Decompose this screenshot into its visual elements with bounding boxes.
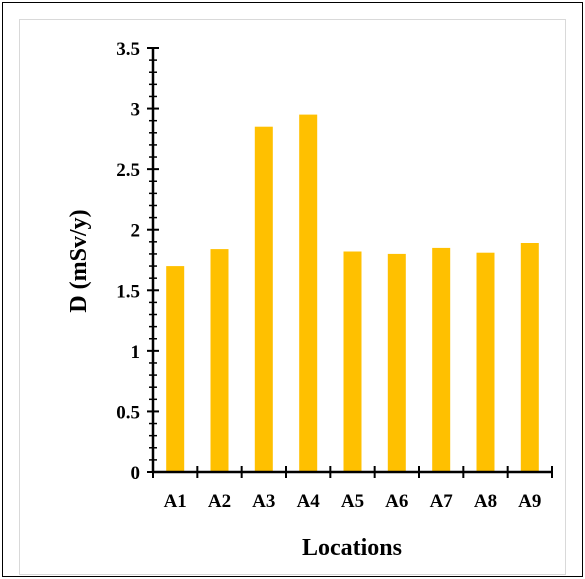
y-tick-label-0.5: 0.5	[116, 402, 140, 423]
y-tick-label-3.5: 3.5	[116, 39, 140, 60]
bar-a9	[520, 243, 539, 472]
x-tick-label-a8: A8	[474, 491, 497, 512]
y-tick-label-1.5: 1.5	[116, 281, 140, 302]
labels-layer: 0 0.5 1 1.5 2 2.5 3 3.5 A1 A2 A3 A4 A5 A6 A7 A8 A9	[116, 39, 541, 512]
x-axis-title: Locations	[302, 535, 402, 561]
y-tick-label-2: 2	[131, 221, 141, 242]
bar-a8	[476, 252, 495, 472]
bar-a4	[299, 114, 318, 472]
y-tick-label-2.5: 2.5	[116, 160, 140, 181]
x-tick-label-a6: A6	[385, 491, 408, 512]
x-tick-label-a9: A9	[518, 491, 541, 512]
y-axis-title: D (mSv/y)	[66, 209, 92, 312]
x-tick-label-a5: A5	[341, 491, 364, 512]
x-tick-label-a1: A1	[164, 491, 187, 512]
y-tick-label-1: 1	[131, 342, 141, 363]
bar-a2	[210, 249, 229, 472]
plot-area-border	[19, 19, 566, 575]
x-tick-label-a4: A4	[297, 491, 321, 512]
bar-a6	[387, 253, 406, 472]
bar-a1	[166, 266, 185, 472]
x-tick-label-a3: A3	[252, 491, 275, 512]
bar-a5	[343, 251, 362, 472]
y-tick-label-0: 0	[131, 463, 141, 484]
bar-a3	[254, 126, 273, 472]
y-tick-label-3: 3	[131, 100, 141, 121]
x-tick-label-a7: A7	[430, 491, 454, 512]
bar-a7	[432, 247, 451, 472]
bars-layer	[166, 114, 539, 472]
axes-layer	[147, 47, 553, 478]
x-tick-label-a2: A2	[208, 491, 231, 512]
